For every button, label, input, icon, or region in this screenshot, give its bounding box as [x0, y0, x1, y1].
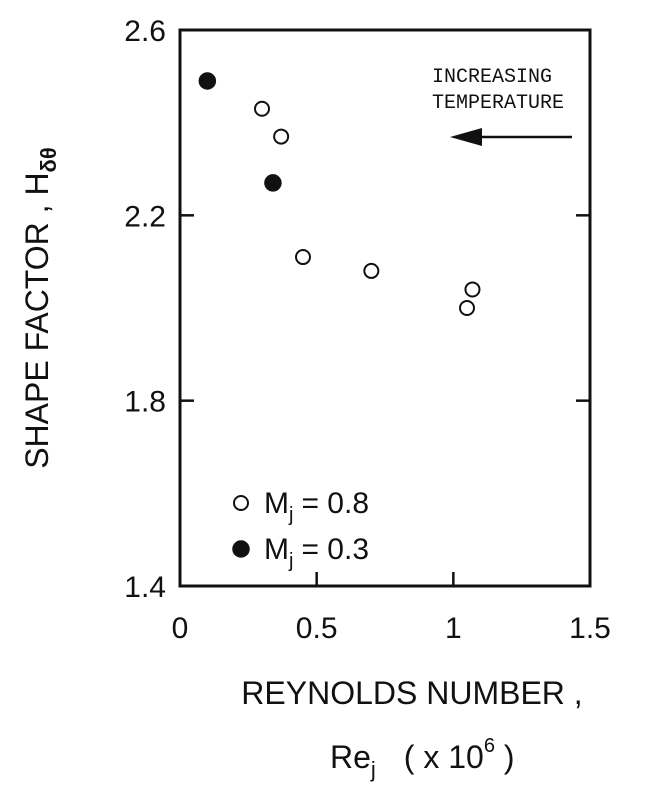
annotation-line2: TEMPERATURE — [432, 92, 564, 115]
legend-marker-open — [233, 495, 249, 511]
legend: Mj = 0.8 Mj = 0.3 — [232, 487, 369, 572]
legend-label-series-2: Mj = 0.3 — [264, 533, 369, 572]
annotation-line1: INCREASING — [432, 66, 552, 89]
data-point-filled — [198, 72, 217, 90]
data-points — [198, 72, 481, 316]
y-tick-label: 2.6 — [124, 15, 166, 48]
data-point-open — [273, 128, 290, 145]
x-axis: 0 0.5 1 1.5 — [172, 572, 611, 645]
y-axis: 1.4 1.8 2.2 2.6 — [124, 15, 590, 604]
x-tick-label: 1 — [445, 612, 462, 645]
data-point-open — [254, 100, 270, 117]
y-tick-label: 2.2 — [124, 200, 166, 233]
y-tick-label: 1.8 — [124, 386, 166, 419]
plot-frame — [178, 28, 592, 588]
data-point-filled — [264, 174, 282, 192]
data-point-open — [363, 262, 380, 279]
y-axis-title: SHAPE FACTOR , Hδθ — [19, 147, 61, 469]
arrow-left-icon — [450, 128, 572, 146]
x-axis-title-line2: Rej( x 106 ) — [330, 735, 515, 782]
x-tick-label: 0 — [172, 612, 189, 645]
data-point-open — [295, 249, 311, 266]
data-point-open — [459, 300, 475, 316]
legend-label-series-1: Mj = 0.8 — [264, 487, 369, 526]
data-point-open — [464, 281, 481, 298]
x-axis-title-line1: REYNOLDS NUMBER , — [241, 675, 582, 711]
y-tick-label: 1.4 — [124, 571, 166, 604]
x-tick-label: 1.5 — [569, 612, 611, 645]
legend-marker-filled — [232, 540, 250, 558]
x-tick-label: 0.5 — [296, 612, 338, 645]
